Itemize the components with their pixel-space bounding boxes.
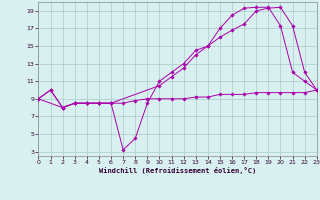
X-axis label: Windchill (Refroidissement éolien,°C): Windchill (Refroidissement éolien,°C) [99,167,256,174]
